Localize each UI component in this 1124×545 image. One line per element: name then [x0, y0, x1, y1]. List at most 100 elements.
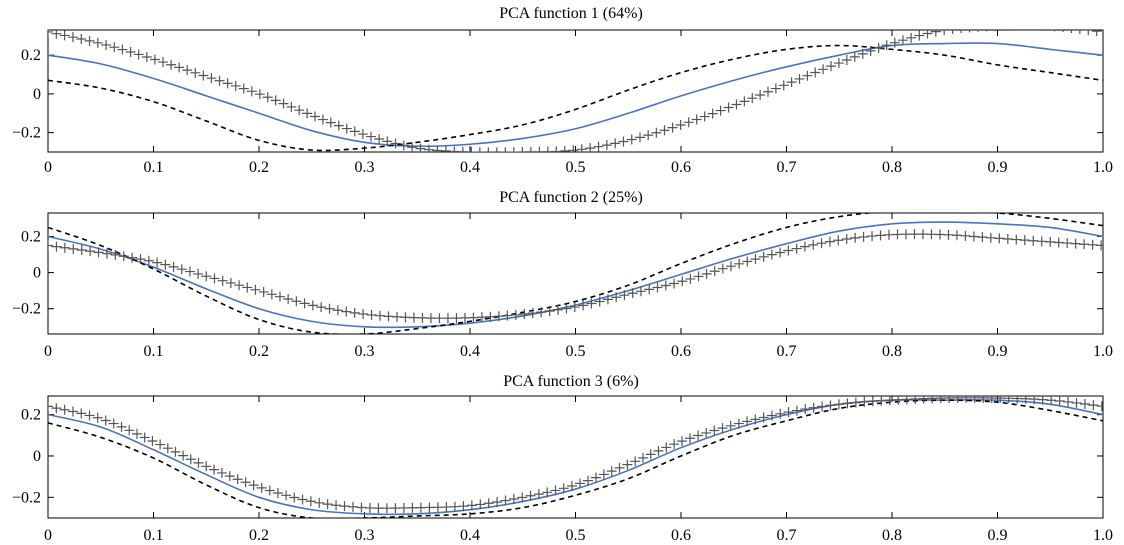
plus-marker — [601, 140, 612, 151]
plus-marker — [717, 263, 728, 274]
plus-marker — [977, 30, 979, 32]
plus-perturbation-series — [48, 396, 1103, 514]
plus-marker — [51, 403, 62, 414]
mean-curve-line — [48, 42, 1103, 148]
plus-marker — [593, 141, 604, 152]
plus-marker — [508, 147, 519, 152]
plus-marker — [841, 233, 852, 244]
plus-marker — [476, 312, 487, 323]
plus-marker — [677, 436, 688, 447]
plus-marker — [274, 291, 285, 302]
plus-marker — [659, 125, 670, 136]
plus-marker — [143, 255, 154, 266]
x-tick-label: 0 — [44, 343, 52, 360]
plus-marker — [611, 292, 622, 303]
plus-marker — [1020, 396, 1031, 404]
x-tick-label: 0.6 — [671, 159, 691, 176]
plus-marker — [400, 312, 411, 323]
plus-marker — [910, 396, 921, 404]
x-tick-label: 0 — [44, 527, 52, 544]
minus-perturbation-line — [48, 399, 1103, 518]
x-tick-label: 0.7 — [777, 527, 797, 544]
plus-marker — [59, 242, 70, 253]
plus-marker — [1070, 30, 1072, 34]
plus-marker — [449, 146, 460, 152]
plus-marker — [184, 266, 195, 277]
plus-marker — [297, 494, 308, 505]
plus-marker — [152, 257, 163, 268]
plus-marker — [475, 499, 486, 510]
plus-marker — [468, 312, 479, 323]
plus-marker — [193, 268, 204, 279]
plus-marker — [1062, 238, 1073, 249]
x-tick-label: 0.6 — [671, 343, 691, 360]
plus-marker — [375, 310, 386, 321]
plus-marker — [1019, 30, 1022, 31]
plus-marker — [867, 396, 878, 407]
plus-marker — [48, 30, 53, 37]
plus-marker — [316, 302, 327, 313]
plus-marker — [407, 142, 418, 152]
plus-marker — [493, 311, 504, 322]
mean-curve-line — [48, 221, 1103, 329]
plus-marker — [1054, 396, 1065, 407]
plus-marker — [816, 238, 827, 249]
plus-marker — [408, 312, 419, 323]
plus-marker — [432, 502, 443, 513]
plus-marker — [100, 415, 111, 426]
plus-marker — [542, 487, 553, 498]
plus-marker — [374, 134, 385, 145]
plus-marker — [51, 30, 62, 39]
plus-marker — [214, 75, 225, 86]
plus-marker — [76, 408, 87, 419]
plus-marker — [968, 231, 979, 242]
plus-marker — [281, 490, 292, 501]
plus-marker — [1011, 30, 1013, 31]
plus-marker — [272, 487, 283, 498]
plus-marker — [302, 108, 313, 119]
plus-marker — [917, 229, 928, 240]
plus-marker — [661, 442, 672, 453]
mean-curve-line — [48, 399, 1103, 516]
plus-marker — [598, 469, 609, 480]
plus-marker — [1079, 239, 1090, 250]
y-tick-label: −0.2 — [12, 301, 41, 318]
plus-marker — [307, 300, 318, 311]
plus-marker — [652, 282, 663, 293]
y-tick-label: 0 — [33, 265, 41, 282]
plus-marker — [660, 280, 671, 291]
plus-marker — [818, 64, 829, 75]
plus-marker — [424, 502, 435, 513]
x-tick-label: 0.8 — [882, 343, 902, 360]
plus-marker — [48, 401, 53, 412]
plus-marker — [1002, 30, 1005, 31]
plus-marker — [763, 86, 774, 97]
plus-marker — [602, 294, 613, 305]
pca-panel-2: PCA function 2 (25%) 0 0.1 0.2 0.3 0.4 0.5 0.6… — [12, 189, 1113, 360]
plus-marker — [709, 425, 720, 436]
plus-marker — [742, 256, 753, 267]
plus-marker — [922, 30, 933, 39]
plus-marker — [466, 500, 477, 511]
plus-marker — [224, 471, 235, 482]
plus-marker — [254, 89, 265, 100]
plus-marker — [1036, 30, 1039, 31]
plus-marker — [1029, 396, 1040, 405]
plus-marker — [550, 485, 561, 496]
plus-marker — [459, 312, 470, 323]
plus-marker — [349, 126, 360, 137]
plus-marker — [1011, 234, 1022, 245]
plus-marker — [314, 497, 325, 508]
plus-marker — [500, 147, 511, 152]
plus-marker — [994, 233, 1005, 244]
plus-marker — [791, 243, 802, 254]
plus-marker — [116, 421, 127, 432]
plus-marker — [909, 229, 920, 240]
plus-marker — [407, 502, 418, 513]
plus-marker — [51, 241, 62, 252]
plus-marker — [365, 131, 376, 142]
plus-marker — [622, 459, 633, 470]
plus-marker — [291, 296, 302, 307]
plus-marker — [544, 306, 555, 317]
plus-marker — [534, 146, 545, 152]
